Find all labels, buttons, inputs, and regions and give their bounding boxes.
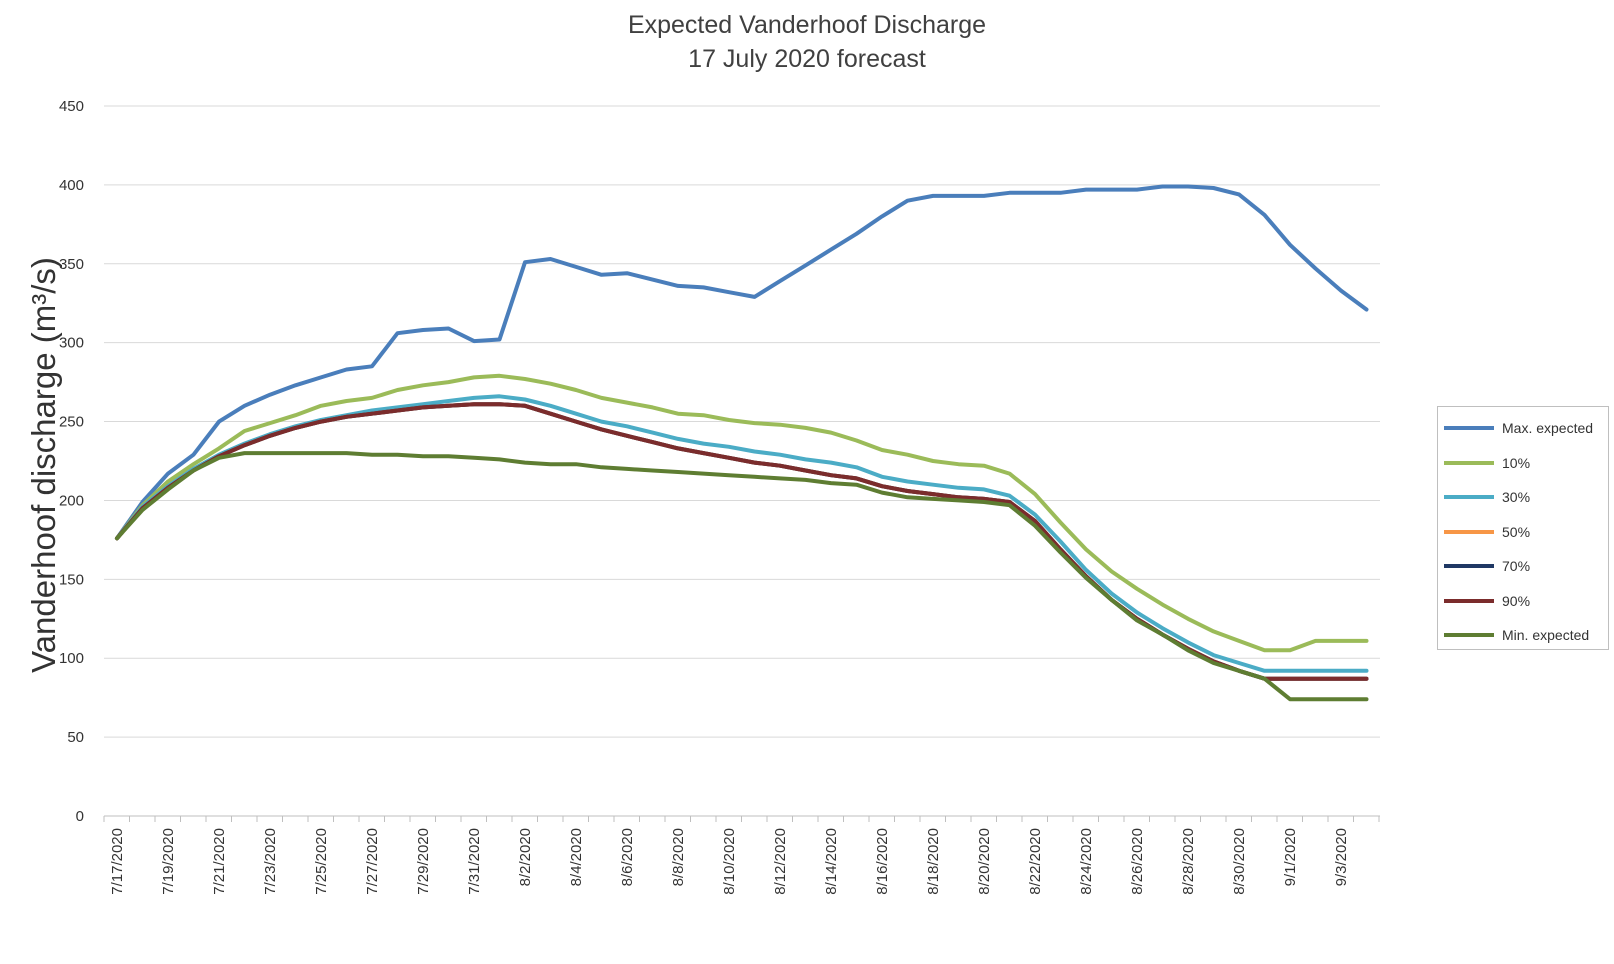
legend-swatch bbox=[1444, 529, 1494, 534]
x-tick-label: 8/4/2020 bbox=[568, 828, 585, 886]
x-tick-label: 7/29/2020 bbox=[415, 828, 432, 895]
x-tick-label: 8/30/2020 bbox=[1231, 828, 1248, 895]
series-line-30 bbox=[115, 394, 1369, 673]
x-tick-label: 7/21/2020 bbox=[211, 828, 228, 895]
x-tick-label: 8/24/2020 bbox=[1078, 828, 1095, 895]
legend-label: 30% bbox=[1502, 489, 1531, 506]
legend-item: Min. expected bbox=[1438, 618, 1608, 653]
legend-swatch bbox=[1444, 495, 1494, 500]
legend-label: 90% bbox=[1502, 592, 1531, 609]
x-tick-label: 8/8/2020 bbox=[670, 828, 687, 886]
x-tick-label: 8/20/2020 bbox=[976, 828, 993, 895]
legend-item: 30% bbox=[1438, 480, 1608, 515]
legend-label: Max. expected bbox=[1502, 420, 1594, 437]
y-axis-ticks: 0 50 100 150 200 250 300 350 400 450 bbox=[59, 98, 84, 825]
legend-item: Max. expected bbox=[1438, 411, 1608, 446]
x-axis: 7/17/2020 7/19/2020 7/21/2020 7/23/2020 7/25… bbox=[103, 816, 1380, 895]
y-tick-label: 350 bbox=[59, 256, 84, 273]
legend-item: 70% bbox=[1438, 549, 1608, 584]
series-line-10 bbox=[115, 373, 1369, 653]
series-line-min-expected bbox=[115, 451, 1369, 702]
legend-label: 70% bbox=[1502, 558, 1531, 575]
x-tick-label: 8/14/2020 bbox=[823, 828, 840, 895]
y-tick-label: 0 bbox=[76, 808, 84, 825]
y-tick-label: 450 bbox=[59, 98, 84, 115]
y-tick-label: 150 bbox=[59, 571, 84, 588]
x-tick-label: 8/22/2020 bbox=[1027, 828, 1044, 895]
x-tick-label: 8/28/2020 bbox=[1180, 828, 1197, 895]
legend-swatch bbox=[1444, 598, 1494, 603]
x-tick-label: 8/6/2020 bbox=[619, 828, 636, 886]
x-tick-label: 7/17/2020 bbox=[109, 828, 126, 895]
x-tick-label: 8/16/2020 bbox=[874, 828, 891, 895]
y-tick-label: 250 bbox=[59, 414, 84, 431]
series-lines bbox=[115, 184, 1369, 702]
y-tick-label: 400 bbox=[59, 177, 84, 194]
legend-item: 50% bbox=[1438, 515, 1608, 550]
y-tick-label: 300 bbox=[59, 335, 84, 352]
x-tick-label: 8/26/2020 bbox=[1129, 828, 1146, 895]
y-tick-label: 200 bbox=[59, 492, 84, 509]
x-tick-label: 7/27/2020 bbox=[364, 828, 381, 895]
x-tick-label: 7/25/2020 bbox=[313, 828, 330, 895]
x-tick-label: 9/1/2020 bbox=[1282, 828, 1299, 886]
legend-swatch bbox=[1444, 564, 1494, 569]
y-tick-label: 100 bbox=[59, 650, 84, 667]
x-tick-label: 9/3/2020 bbox=[1333, 828, 1350, 886]
y-tick-label: 50 bbox=[67, 729, 84, 746]
legend-label: 50% bbox=[1502, 523, 1531, 540]
x-tick-label: 7/31/2020 bbox=[466, 828, 483, 895]
chart-subtitle-line: 17 July 2020 forecast bbox=[688, 45, 926, 73]
x-tick-label: 7/23/2020 bbox=[262, 828, 279, 895]
legend-swatch bbox=[1444, 426, 1494, 431]
legend-item: 10% bbox=[1438, 446, 1608, 481]
x-tick-label: 8/18/2020 bbox=[925, 828, 942, 895]
x-tick-label: 8/2/2020 bbox=[517, 828, 534, 886]
series-line-max-expected bbox=[115, 184, 1369, 541]
x-tick-label: 8/12/2020 bbox=[772, 828, 789, 895]
legend-label: 10% bbox=[1502, 454, 1531, 471]
chart-title-line: Expected Vanderhoof Discharge bbox=[627, 11, 987, 39]
chart-title: Expected Vanderhoof Discharge 17 July 20… bbox=[0, 8, 1614, 76]
legend-swatch bbox=[1444, 633, 1494, 638]
legend-label: Min. expected bbox=[1502, 627, 1590, 644]
x-tick-label: 8/10/2020 bbox=[721, 828, 738, 895]
legend-swatch bbox=[1444, 460, 1494, 465]
x-tick-label: 7/19/2020 bbox=[160, 828, 177, 895]
legend-item: 90% bbox=[1438, 584, 1608, 619]
legend: Max. expected 10% 30% 50% 70% 90% Min. expecte… bbox=[1437, 406, 1609, 650]
